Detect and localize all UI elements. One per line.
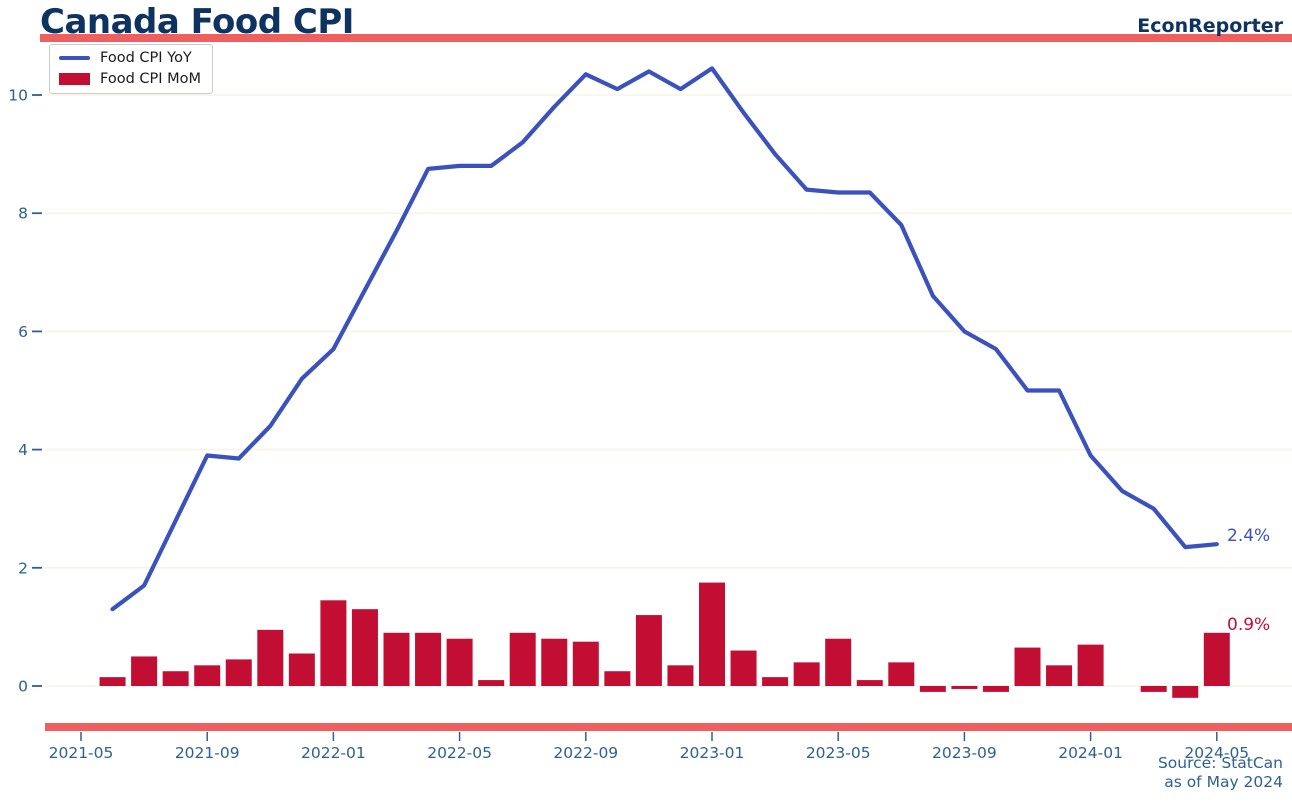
legend-item-yoy: Food CPI YoY [59,50,201,66]
mom-bar [825,638,852,686]
yoy-line-swatch-icon [59,55,90,61]
y-tick-label: 6 [18,323,28,341]
page-title: Canada Food CPI [40,2,354,42]
mom-bar [162,671,189,686]
mom-bar [541,638,568,686]
mom-bar [99,677,126,686]
mom-bar [1172,686,1199,698]
mom-bar [856,680,883,686]
mom-bar [131,656,158,686]
gridlines [45,94,1292,687]
mom-bar [478,680,505,686]
mom-bar [383,632,410,686]
x-tick-label: 2021-05 [49,744,114,762]
yoy-last-value-label: 2.4% [1227,526,1271,546]
y-tick-label: 4 [18,441,28,459]
mom-bar [1203,632,1230,686]
mom-bar [415,632,442,686]
x-axis: 2021-05 2021-09 2022-01 2022-05 2022-09 2023-… [49,732,1249,762]
mom-bar [699,582,725,686]
x-tick-label: 2023-01 [680,744,745,762]
mom-bar-swatch-icon [59,73,90,85]
x-tick-label: 2023-09 [932,744,997,762]
mom-bar [1014,647,1041,686]
x-tick-label: 2022-09 [553,744,618,762]
mom-bar [288,653,315,686]
x-tick-label: 2021-09 [175,744,240,762]
x-tick-label: 2022-05 [427,744,492,762]
yoy-line [110,66,1219,612]
mom-bar [572,641,599,686]
mom-bar [762,677,789,686]
mom-bar [888,662,915,686]
mom-bar [793,662,820,686]
x-tick-label: 2023-05 [806,744,871,762]
source-note: Source: StatCan as of May 2024 [1158,754,1283,792]
x-tick-label: 2024-05 [1184,744,1249,762]
x-axis-band [45,723,1292,731]
mom-bar [1140,686,1167,692]
mom-bar [635,615,662,686]
y-tick-label: 0 [18,678,28,696]
legend-label-mom: Food CPI MoM [100,71,202,87]
as-of-line: as of May 2024 [1164,773,1283,791]
mom-bar [604,671,631,686]
legend-item-mom: Food CPI MoM [59,71,201,87]
legend: Food CPI YoY Food CPI MoM [49,44,214,94]
mom-bar [194,665,221,686]
mom-last-value-label: 0.9% [1227,615,1271,635]
mom-bar-series [99,582,1230,698]
mom-bar [1046,665,1073,686]
mom-bar [730,650,757,686]
mom-bar [1077,644,1104,686]
mom-bar [257,629,284,686]
legend-label-yoy: Food CPI YoY [100,50,192,66]
mom-bar [351,609,378,686]
y-tick-label: 8 [18,205,28,223]
mom-bar [320,600,347,686]
mom-bar [509,632,536,686]
x-tick-label: 2022-01 [301,744,366,762]
y-tick-label: 2 [18,559,28,577]
x-tick-label: 2024-01 [1058,744,1123,762]
mom-bar [446,638,473,686]
mom-bar [919,686,946,692]
mom-bar [225,659,252,686]
y-axis: 0 2 4 6 8 10 [8,87,42,696]
brand-logo: EconReporter [1137,15,1283,37]
title-underline-band [40,34,1292,42]
mom-bar [982,686,1009,692]
y-tick-label: 10 [8,87,28,105]
yoy-line-series [110,66,1219,612]
mom-bar [951,686,978,689]
source-line: Source: StatCan [1157,754,1283,772]
mom-bar [667,665,694,686]
